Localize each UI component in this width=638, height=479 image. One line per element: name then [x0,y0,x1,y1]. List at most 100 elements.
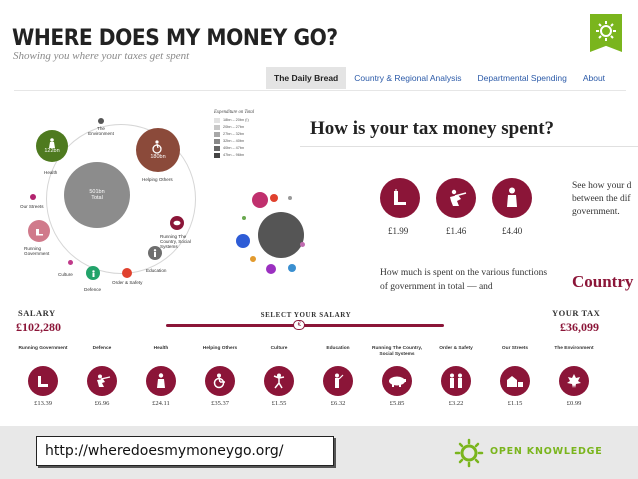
dot[interactable] [266,264,276,274]
bubble-helping-label: Helping Others [142,177,173,182]
bubble-defence-label: Defence [84,287,102,292]
bubble-helping-others[interactable]: 180bn [136,128,180,172]
category-amount: £24.11 [152,400,170,407]
bubble-helping-value: 180bn [150,154,166,160]
dot[interactable] [270,194,278,202]
wheelchair-icon [152,140,162,154]
bubble-our-streets[interactable] [30,194,36,200]
legend-title: Expenditure on Total [214,110,255,115]
legend-row: 32bn – 40bn [214,138,274,144]
main-nav: The Daily Bread Country & Regional Analy… [266,66,624,90]
legend-text: 32bn – 40bn [223,139,245,144]
pig-icon [389,376,406,387]
street-icon [507,376,523,387]
country-heading: Country [572,272,634,291]
tab-about[interactable]: About [582,73,606,83]
category-health[interactable]: Health £24.11 [132,346,190,407]
dot[interactable] [288,264,296,272]
bubble-running-government-label: Running Government [24,246,54,256]
salary-value: £102,280 [16,320,61,334]
site-url-link[interactable]: http://wheredoesmymoneygo.org/ [36,436,334,466]
category-name: Our Streets [501,346,529,351]
bubble-running-country-label: Running The Country, Social Systems [160,234,200,249]
dot[interactable] [252,192,268,208]
category-environment[interactable]: The Environment £0.99 [545,346,603,407]
bubble-chart: 501bn Total 122bn Health 180bn Helping O… [12,96,212,292]
dot-cluster [230,186,310,276]
category-amount: £6.32 [330,400,346,407]
dot-total[interactable] [258,212,304,258]
legend-swatch [214,138,220,144]
category-icon-circle [87,366,117,396]
site-subtitle: Showing you where your taxes get spent [13,50,190,62]
bubble-running-country[interactable] [170,216,184,230]
bubble-running-government[interactable] [28,220,50,242]
category-culture[interactable]: Culture £1.55 [250,346,308,407]
salary-slider-thumb[interactable]: € [293,320,306,330]
site-title: WHERE DOES MY MONEY GO? [12,26,338,51]
bubble-culture[interactable] [68,260,73,265]
bubble-ring [46,124,196,274]
category-amount: £13.39 [34,400,52,407]
bubble-environment[interactable] [98,118,104,124]
bubble-our-streets-label: Our Streets [20,204,44,209]
tab-daily-bread[interactable]: The Daily Bread [266,67,347,89]
category-name: Helping Others [202,346,238,351]
category-icon-circle [28,366,58,396]
nurse-icon [157,373,165,388]
legend-text: 40bn – 47bn [223,146,245,151]
bubble-order-safety-label: Order & Safety [112,280,143,285]
category-education[interactable]: Education £6.32 [309,346,367,407]
expenditure-legend: Expenditure on Total 18bn – 20bn (!) 20b… [214,110,274,158]
dot[interactable] [288,196,292,200]
category-our-streets[interactable]: Our Streets £1.15 [486,346,544,407]
bubble-defence[interactable] [86,266,100,280]
bubble-total[interactable]: 501bn Total [64,162,130,228]
category-icon-circle [559,366,589,396]
legend-swatch [214,145,220,151]
db-item-defence[interactable] [436,178,476,218]
bubble-health[interactable]: 122bn [36,130,68,162]
bubble-education[interactable] [148,246,162,260]
nurse-icon [49,138,55,148]
category-amount: £0.99 [566,400,582,407]
legend-row: 27bn – 32bn [214,131,274,137]
salary-slider-track[interactable] [166,324,444,327]
salary-label: SALARY [18,308,56,318]
category-icon-circle [500,366,530,396]
db-item-running-government[interactable] [380,178,420,218]
dot[interactable] [242,216,246,220]
legend-row: 47bn – 96bn [214,152,274,158]
category-name: Health [153,346,169,351]
category-helping-others[interactable]: Helping Others £35.37 [191,346,249,407]
db-item-value: £4.40 [502,226,523,236]
bubble-total-value: 501bn [89,189,105,195]
leaf-icon [567,374,581,388]
daily-bread-title: How is your tax money spent? [310,118,555,139]
category-icon-circle [382,366,412,396]
legend-text: 47bn – 96bn [223,153,245,158]
daily-bread-description: See how your d between the dif governmen… [572,181,632,217]
building-icon [35,228,43,235]
open-knowledge-logo-icon [454,438,484,468]
soldier-icon [91,269,95,277]
dot[interactable] [250,256,256,262]
category-running-government[interactable]: Running Government £13.39 [14,346,72,407]
dot[interactable] [300,242,305,247]
tab-departmental-spending[interactable]: Departmental Spending [477,73,567,83]
teacher-icon [335,373,344,388]
db-item-health[interactable] [492,178,532,218]
dot[interactable] [236,234,250,248]
bubble-environment-label: The Environment [86,126,116,136]
category-icon-circle [264,366,294,396]
category-running-country[interactable]: Running The Country, Social Systems £5.8… [368,346,426,407]
pig-icon [173,220,181,226]
category-defence[interactable]: Defence £6.96 [73,346,131,407]
nav-divider [14,90,626,91]
legend-row: 18bn – 20bn (!) [214,117,274,123]
bubble-order-safety[interactable] [122,268,132,278]
tab-country-regional[interactable]: Country & Regional Analysis [354,73,462,83]
legend-row: 40bn – 47bn [214,145,274,151]
your-tax-label: YOUR TAX [552,308,601,318]
category-order-safety[interactable]: Order & Safety £3.22 [427,346,485,407]
